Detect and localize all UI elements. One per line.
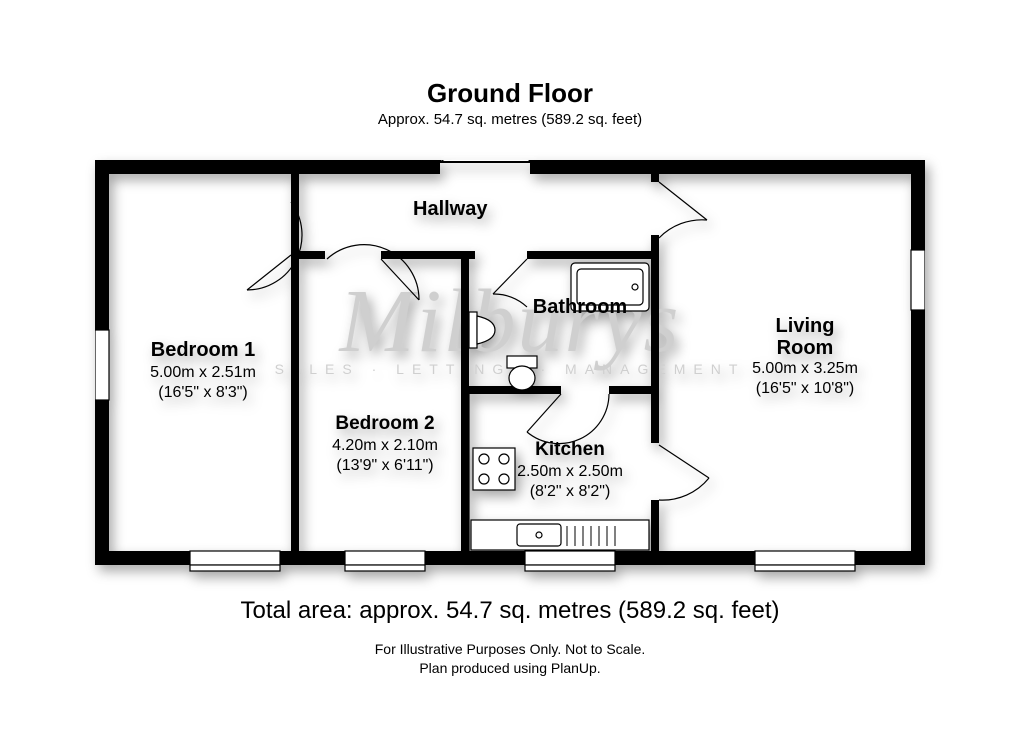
label-kitchen: Kitchen 2.50m x 2.50m (8'2" x 8'2") bbox=[490, 438, 650, 502]
bedroom2-dims-imp: (13'9" x 6'11") bbox=[305, 456, 465, 476]
kitchen-name: Kitchen bbox=[490, 438, 650, 462]
living-dims-imp: (16'5" x 10'8") bbox=[705, 379, 905, 399]
label-bedroom2: Bedroom 2 4.20m x 2.10m (13'9" x 6'11") bbox=[305, 412, 465, 476]
bedroom2-name: Bedroom 2 bbox=[305, 412, 465, 436]
footer-note-1: For Illustrative Purposes Only. Not to S… bbox=[0, 640, 1020, 659]
bedroom1-dims-imp: (16'5" x 8'3") bbox=[123, 383, 283, 403]
kitchen-dims-imp: (8'2" x 8'2") bbox=[490, 482, 650, 502]
kitchen-dims-m: 2.50m x 2.50m bbox=[490, 462, 650, 482]
label-living: LivingRoom 5.00m x 3.25m (16'5" x 10'8") bbox=[705, 315, 905, 399]
bedroom2-dims-m: 4.20m x 2.10m bbox=[305, 436, 465, 456]
footer-notes: For Illustrative Purposes Only. Not to S… bbox=[0, 640, 1020, 678]
living-name: LivingRoom bbox=[705, 315, 905, 359]
plan-subtitle: Approx. 54.7 sq. metres (589.2 sq. feet) bbox=[0, 111, 1020, 128]
bedroom1-name: Bedroom 1 bbox=[123, 338, 283, 363]
plan-title: Ground Floor bbox=[0, 78, 1020, 109]
bathroom-name: Bathroom bbox=[505, 295, 655, 320]
label-bathroom: Bathroom bbox=[505, 295, 655, 320]
footer-total: Total area: approx. 54.7 sq. metres (589… bbox=[0, 597, 1020, 625]
floor-plan-page: Ground Floor Approx. 54.7 sq. metres (58… bbox=[0, 0, 1020, 741]
title-block: Ground Floor Approx. 54.7 sq. metres (58… bbox=[0, 78, 1020, 128]
floor-plan: Milburys SALES · LETTINGS · MANAGEMENT bbox=[95, 160, 925, 565]
bedroom1-dims-m: 5.00m x 2.51m bbox=[123, 363, 283, 383]
label-hallway: Hallway bbox=[413, 198, 487, 221]
label-bedroom1: Bedroom 1 5.00m x 2.51m (16'5" x 8'3") bbox=[123, 338, 283, 403]
footer-note-2: Plan produced using PlanUp. bbox=[0, 659, 1020, 678]
living-dims-m: 5.00m x 3.25m bbox=[705, 359, 905, 379]
